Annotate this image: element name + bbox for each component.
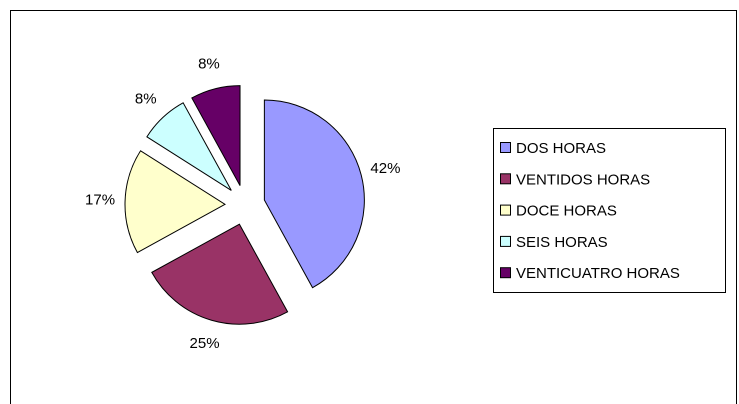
- legend-box: [493, 128, 726, 293]
- legend-swatch: [500, 235, 511, 247]
- legend-label: SEIS HORAS: [516, 234, 608, 251]
- legend-swatch: [500, 142, 511, 153]
- legend-label: VENTIDOS HORAS: [516, 171, 650, 188]
- legend-label: DOS HORAS: [516, 140, 606, 157]
- data-label: 25%: [190, 335, 220, 352]
- data-label: 42%: [370, 160, 400, 177]
- pie-slice: [263, 99, 365, 289]
- data-label: 17%: [85, 191, 115, 208]
- pie-slice: [151, 223, 289, 325]
- legend-label: VENTICUATRO HORAS: [516, 265, 680, 282]
- data-label: 8%: [198, 56, 220, 73]
- data-label: 8%: [135, 90, 157, 107]
- legend-swatch: [500, 173, 511, 185]
- legend-swatch: [500, 267, 511, 279]
- pie-slice: [146, 102, 232, 191]
- legend-swatch: [500, 204, 511, 216]
- legend-label: DOCE HORAS: [516, 203, 617, 220]
- pie-slice: [124, 150, 226, 254]
- pie-slice: [191, 85, 241, 186]
